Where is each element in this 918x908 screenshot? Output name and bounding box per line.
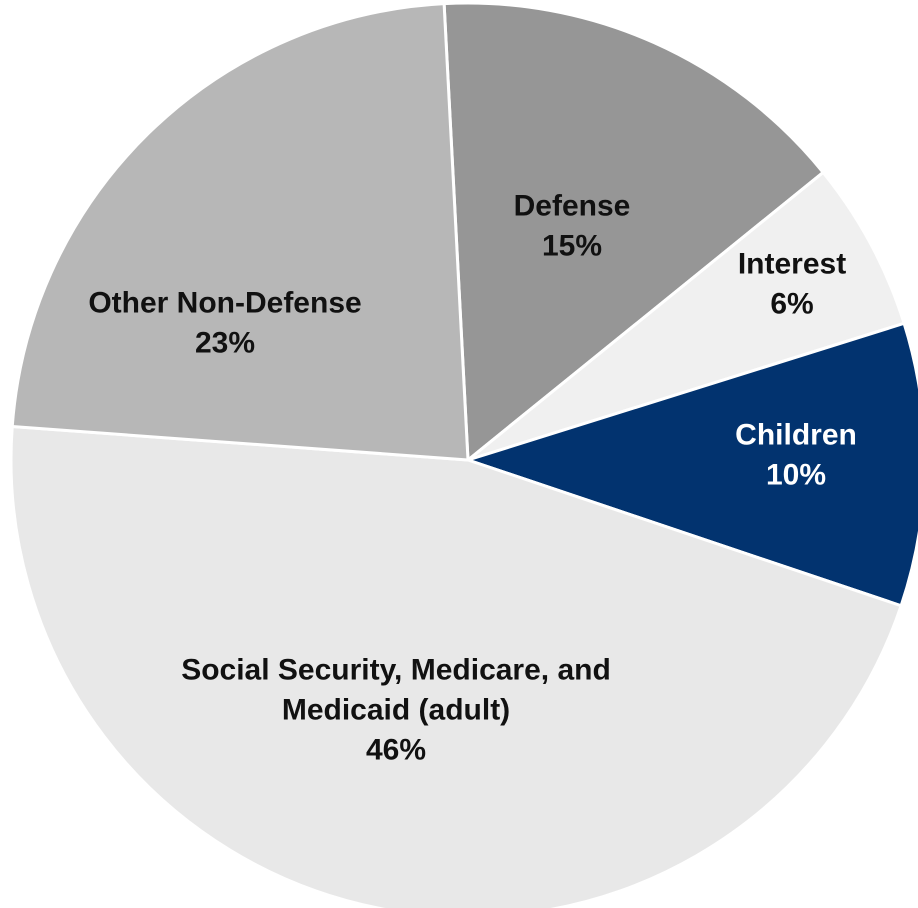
- pie-labels: Defense 15% Interest 6% Children 10% Social Se…: [88, 190, 857, 767]
- pie-slice-interest: [467, 170, 906, 462]
- pie-label-interest-line-1: Interest: [738, 248, 846, 281]
- pie-label-other-non-defense-line-2: 23%: [195, 327, 255, 360]
- pie-slice-defense: [442, 1, 826, 464]
- pie-label-defense-line-2: 15%: [542, 230, 602, 263]
- pie-label-other-non-defense-line-1: Other Non-Defense: [88, 287, 361, 320]
- pie-label-children-line-2: 10%: [766, 459, 826, 492]
- pie-slice-children: [463, 321, 918, 608]
- pie-label-children-line-1: Children: [735, 419, 857, 452]
- pie-label-social-security-medicare-and-medicaid-adult-line-2: Medicaid (adult): [282, 694, 510, 727]
- pie-label-social-security-medicare-and-medicaid-adult-line-1: Social Security, Medicare, and: [181, 654, 611, 687]
- pie-label-defense-line-1: Defense: [514, 190, 631, 223]
- pie-slice-other-non-defense: [10, 2, 470, 462]
- pie-label-interest-line-2: 6%: [770, 288, 813, 321]
- pie-slices: [9, 1, 918, 908]
- pie-label-social-security-medicare-and-medicaid-adult-line-3: 46%: [366, 734, 426, 767]
